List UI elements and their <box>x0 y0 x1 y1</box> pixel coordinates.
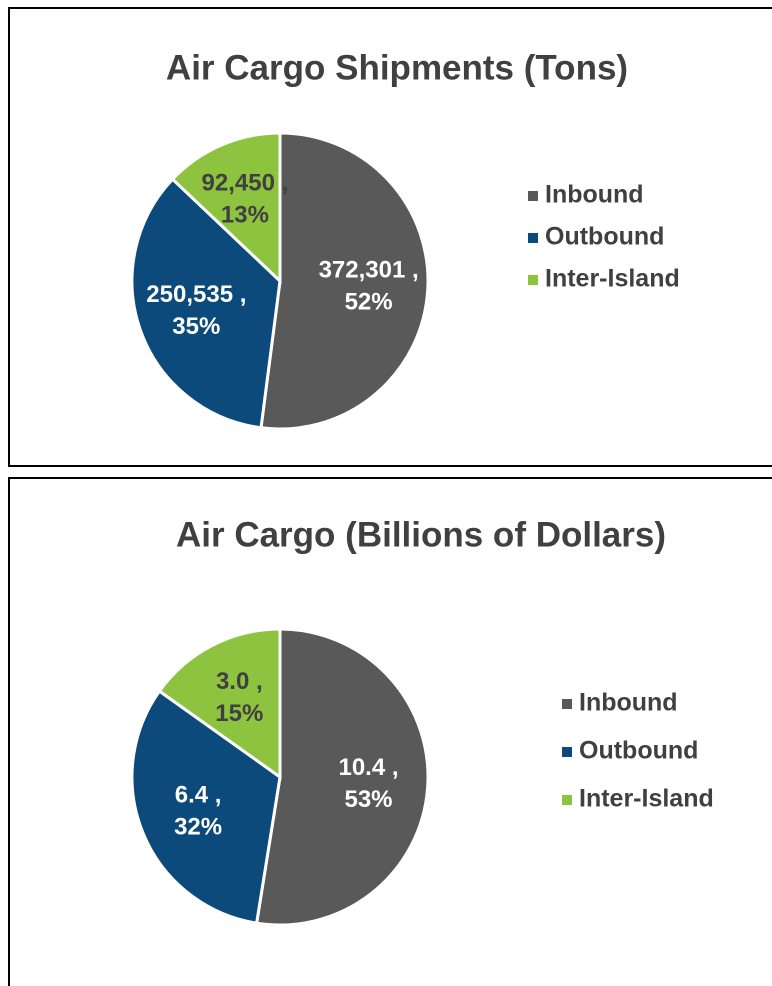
data-label: 10.4 , 53% <box>338 754 398 813</box>
data-label-line: 13% <box>221 202 269 229</box>
data-label-line: 35% <box>172 313 220 340</box>
pie-slice <box>130 177 282 430</box>
legend-swatch <box>528 275 538 285</box>
pie-slice <box>130 689 282 925</box>
data-label-line: 372,301 , <box>319 257 419 284</box>
legend-label: Inbound <box>545 181 644 209</box>
pie-slice <box>259 131 430 431</box>
data-label: 3.0 , 15% <box>215 668 263 727</box>
pie-slice <box>254 627 430 927</box>
legend-label: Inter-Island <box>579 785 714 813</box>
legend-swatch <box>562 747 572 757</box>
legend-swatch <box>528 191 538 201</box>
legend-label: Outbound <box>579 737 698 765</box>
data-label: 250,535 , 35% <box>146 281 246 340</box>
data-label-line: 53% <box>344 786 392 813</box>
legend-label: Outbound <box>545 223 664 251</box>
data-label-line: 92,450 , <box>202 170 289 197</box>
data-label: 92,450 , 13% <box>202 170 289 229</box>
data-label-line: 52% <box>345 289 393 316</box>
pie-slice <box>170 131 282 285</box>
data-label-line: 10.4 , <box>338 754 398 781</box>
legend-swatch <box>562 699 572 709</box>
legend-label: Inbound <box>579 689 678 717</box>
legend-swatch <box>562 795 572 805</box>
legend-swatch <box>528 233 538 243</box>
legend-label: Inter-Island <box>545 265 680 293</box>
data-label: 372,301 , 52% <box>319 257 419 316</box>
pie-slice <box>157 627 282 780</box>
data-label-line: 6.4 , <box>175 782 222 809</box>
chart-title: Air Cargo Shipments (Tons) <box>166 48 628 87</box>
chart-frame <box>8 477 772 986</box>
chart-title: Air Cargo (Billions of Dollars) <box>176 515 666 554</box>
chart-frame <box>8 7 772 467</box>
data-label-line: 250,535 , <box>146 281 246 308</box>
data-label-line: 32% <box>174 814 222 841</box>
data-label-line: 3.0 , <box>216 668 263 695</box>
data-label-line: 15% <box>215 700 263 727</box>
data-label: 6.4 , 32% <box>174 782 222 841</box>
